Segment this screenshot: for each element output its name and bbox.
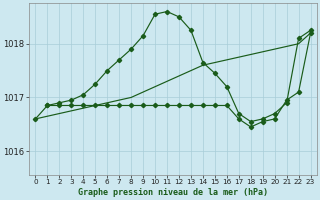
X-axis label: Graphe pression niveau de la mer (hPa): Graphe pression niveau de la mer (hPa) xyxy=(78,188,268,197)
